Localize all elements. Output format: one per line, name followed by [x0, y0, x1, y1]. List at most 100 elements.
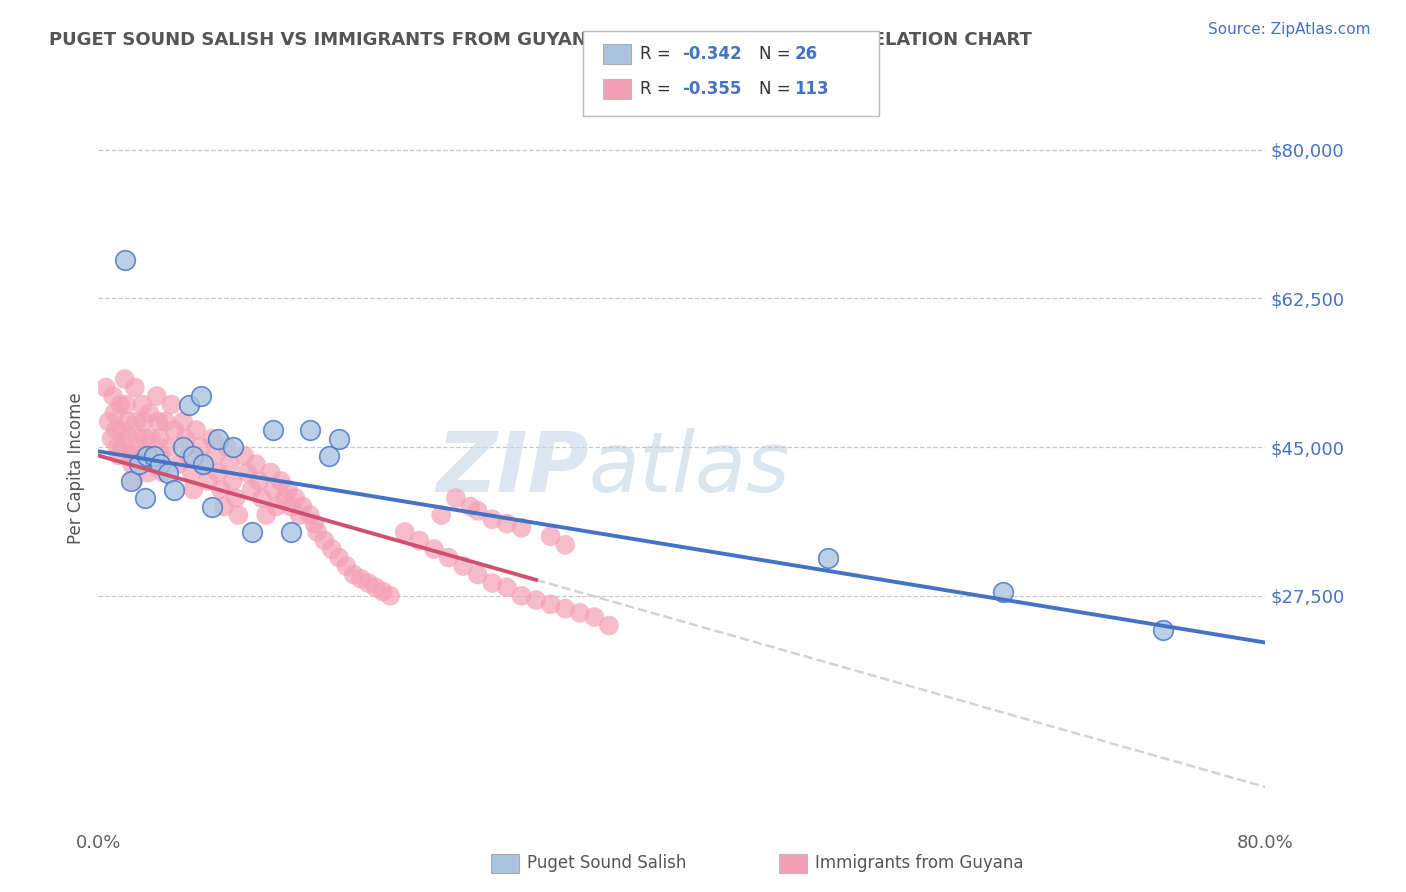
- Point: [134, 491, 156, 505]
- Point: [583, 610, 606, 624]
- Point: [364, 580, 387, 594]
- Point: [155, 415, 177, 429]
- Text: PUGET SOUND SALISH VS IMMIGRANTS FROM GUYANA PER CAPITA INCOME CORRELATION CHART: PUGET SOUND SALISH VS IMMIGRANTS FROM GU…: [49, 31, 1032, 49]
- Point: [380, 589, 402, 603]
- Point: [201, 432, 224, 446]
- Point: [94, 380, 117, 394]
- Point: [314, 533, 336, 548]
- Point: [112, 440, 135, 454]
- Text: Source: ZipAtlas.com: Source: ZipAtlas.com: [1208, 22, 1371, 37]
- Point: [240, 524, 263, 539]
- Point: [110, 398, 132, 412]
- Point: [221, 474, 243, 488]
- Point: [125, 415, 148, 429]
- Point: [124, 380, 146, 394]
- Point: [250, 491, 273, 505]
- Point: [481, 512, 503, 526]
- Point: [181, 483, 204, 497]
- Point: [128, 457, 150, 471]
- Point: [149, 432, 172, 446]
- Point: [101, 389, 124, 403]
- Point: [262, 423, 284, 437]
- Point: [163, 423, 186, 437]
- Point: [177, 449, 200, 463]
- Text: -0.355: -0.355: [682, 80, 741, 98]
- Point: [100, 432, 122, 446]
- Point: [180, 466, 202, 480]
- Point: [510, 521, 533, 535]
- Point: [138, 406, 160, 420]
- Point: [111, 423, 134, 437]
- Point: [524, 593, 547, 607]
- Point: [568, 606, 591, 620]
- Point: [270, 474, 292, 488]
- Point: [120, 449, 142, 463]
- Text: R =: R =: [640, 45, 676, 63]
- Text: Immigrants from Guyana: Immigrants from Guyana: [815, 855, 1024, 872]
- Point: [117, 415, 139, 429]
- Point: [247, 474, 270, 488]
- Point: [307, 524, 329, 539]
- Point: [118, 432, 141, 446]
- Point: [193, 457, 215, 471]
- Point: [120, 474, 142, 488]
- Point: [157, 466, 180, 480]
- Point: [181, 449, 204, 463]
- Point: [430, 508, 453, 522]
- Text: R =: R =: [640, 80, 676, 98]
- Point: [233, 449, 256, 463]
- Point: [540, 597, 562, 611]
- Point: [108, 449, 131, 463]
- Text: ZIP: ZIP: [436, 428, 589, 508]
- Point: [318, 449, 340, 463]
- Point: [148, 415, 170, 429]
- Point: [215, 440, 238, 454]
- Point: [150, 449, 173, 463]
- Point: [197, 474, 219, 488]
- Point: [131, 398, 153, 412]
- Point: [335, 559, 357, 574]
- Text: 113: 113: [794, 80, 830, 98]
- Y-axis label: Per Capita Income: Per Capita Income: [67, 392, 86, 544]
- Point: [266, 500, 288, 514]
- Point: [288, 508, 311, 522]
- Point: [350, 572, 373, 586]
- Point: [321, 542, 343, 557]
- Point: [114, 253, 136, 268]
- Point: [394, 524, 416, 539]
- Point: [598, 618, 620, 632]
- Text: -0.342: -0.342: [682, 45, 741, 63]
- Point: [371, 584, 394, 599]
- Point: [437, 550, 460, 565]
- Point: [274, 491, 297, 505]
- Point: [146, 389, 169, 403]
- Point: [280, 500, 302, 514]
- Point: [135, 449, 157, 463]
- Point: [172, 415, 194, 429]
- Point: [174, 432, 197, 446]
- Point: [139, 432, 162, 446]
- Point: [128, 449, 150, 463]
- Point: [160, 398, 183, 412]
- Point: [207, 432, 229, 446]
- Text: N =: N =: [759, 45, 796, 63]
- Point: [121, 457, 143, 471]
- Text: Puget Sound Salish: Puget Sound Salish: [527, 855, 686, 872]
- Point: [343, 567, 366, 582]
- Point: [157, 440, 180, 454]
- Point: [467, 567, 489, 582]
- Point: [328, 550, 350, 565]
- Point: [444, 491, 467, 505]
- Point: [496, 516, 519, 531]
- Point: [304, 516, 326, 531]
- Point: [209, 483, 232, 497]
- Point: [104, 423, 127, 437]
- Point: [207, 466, 229, 480]
- Point: [149, 457, 172, 471]
- Point: [163, 483, 186, 497]
- Point: [103, 406, 125, 420]
- Point: [221, 440, 243, 454]
- Point: [245, 457, 267, 471]
- Point: [554, 538, 576, 552]
- Point: [1152, 623, 1174, 637]
